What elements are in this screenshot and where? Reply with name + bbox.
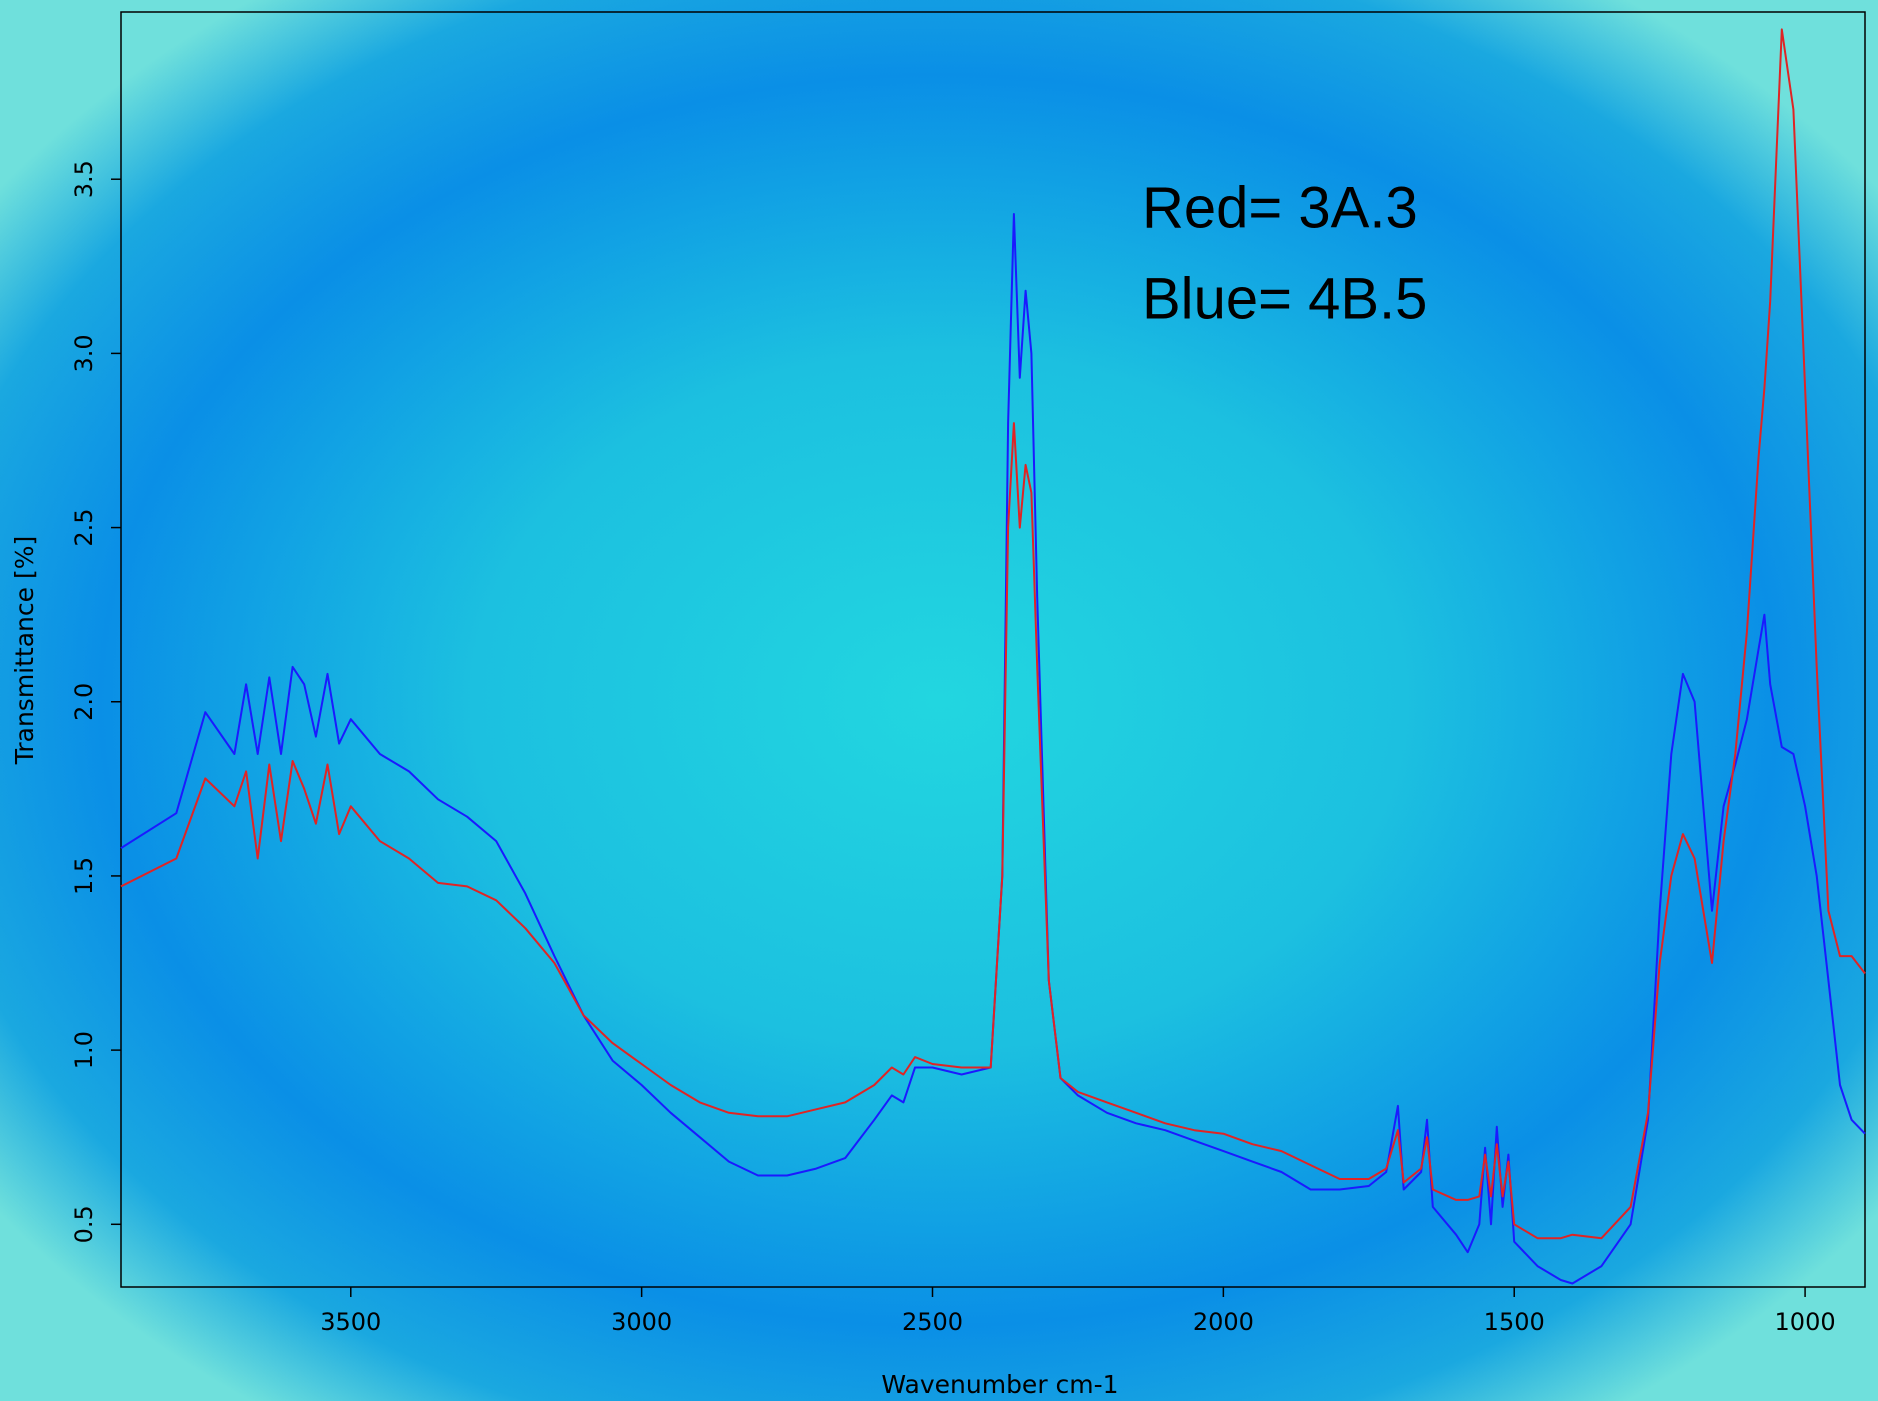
x-axis-label: Wavenumber cm-1	[881, 1370, 1118, 1399]
y-tick-label: 3.0	[70, 334, 98, 372]
x-tick-label: 1000	[1775, 1308, 1836, 1336]
y-tick-label: 3.5	[70, 160, 98, 198]
y-axis-label: Transmittance [%]	[10, 536, 39, 765]
y-tick-label: 1.0	[70, 1031, 98, 1069]
plot-frame	[120, 11, 1866, 1288]
y-tick-label: 1.5	[70, 857, 98, 895]
x-tick-label: 3000	[611, 1308, 672, 1336]
series-line	[120, 28, 1866, 1240]
x-tick-label: 2000	[1193, 1308, 1254, 1336]
x-tick-label: 1500	[1484, 1308, 1545, 1336]
y-tick-label: 0.5	[70, 1205, 98, 1243]
series-line	[120, 213, 1866, 1285]
x-tick-label: 2500	[902, 1308, 963, 1336]
y-tick-label: 2.0	[70, 683, 98, 721]
x-tick-label: 3500	[320, 1308, 381, 1336]
y-tick-label: 2.5	[70, 508, 98, 546]
annotation: Blue= 4B.5	[1142, 266, 1427, 331]
annotation: Red= 3A.3	[1142, 175, 1418, 240]
